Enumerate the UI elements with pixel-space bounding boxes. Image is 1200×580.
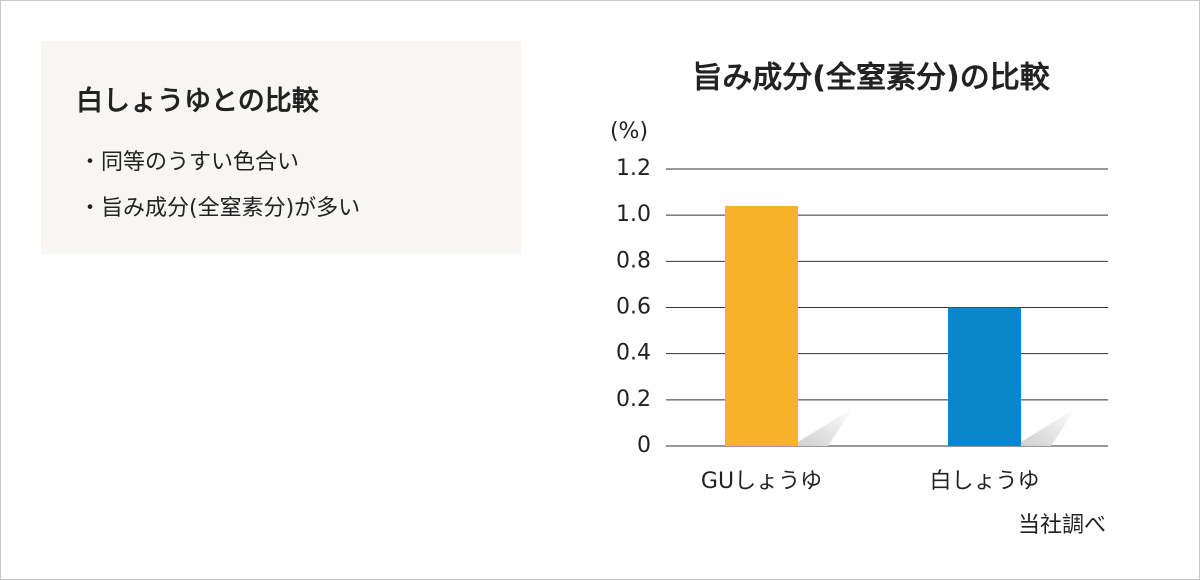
y-tick-label: 0: [637, 433, 651, 458]
info-title: 白しょうゆとの比較: [76, 86, 319, 117]
y-tick-label: 0.8: [616, 248, 651, 273]
chart-title: 旨み成分(全窒素分)の比較: [692, 61, 1050, 96]
source-note: 当社調べ: [1018, 513, 1106, 538]
y-tick-label: 0.2: [616, 387, 651, 412]
bar: [725, 205, 798, 446]
y-tick-label: 1.2: [616, 156, 651, 181]
bar-shadow: [1021, 408, 1076, 446]
y-tick-label: 0.6: [616, 295, 651, 320]
x-tick-label: GUしょうゆ: [701, 469, 822, 494]
bullet: ・旨み成分(全窒素分)が多い: [79, 196, 361, 221]
y-tick-label: 0.4: [616, 341, 651, 366]
y-axis-label: (%): [610, 119, 648, 144]
y-tick-label: 1.0: [616, 202, 651, 227]
info-box: 白しょうゆとの比較 ・同等のうすい色合い ・旨み成分(全窒素分)が多い: [41, 41, 521, 254]
bar: [948, 307, 1021, 446]
bullet: ・同等のうすい色合い: [79, 150, 300, 175]
x-tick-label: 白しょうゆ: [929, 469, 1039, 494]
bar-shadow: [798, 408, 853, 446]
